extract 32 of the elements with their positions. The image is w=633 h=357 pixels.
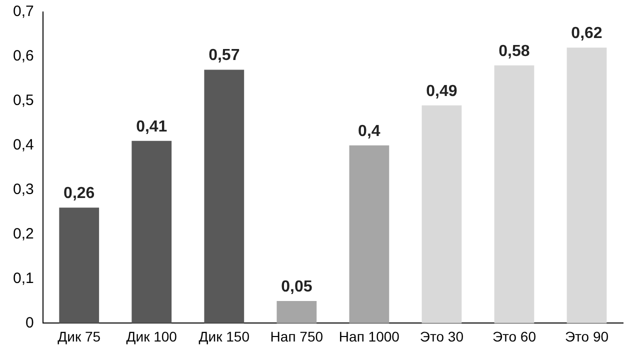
bar (276, 300, 317, 324)
data-label: 0,26 (64, 185, 95, 202)
bar (422, 105, 462, 324)
x-tick-label: Дик 100 (126, 328, 178, 344)
y-tick-label: 0,6 (12, 48, 34, 65)
x-tick-label: Это 30 (420, 328, 464, 344)
bar (349, 145, 390, 324)
x-tick-label: Нап 750 (270, 328, 324, 344)
y-tick-label: 0,1 (12, 270, 34, 287)
data-label: 0,49 (426, 82, 458, 100)
bar (132, 140, 172, 324)
y-tick-label: 0,7 (12, 3, 34, 20)
data-label: 0,58 (498, 42, 530, 60)
y-tick-label: 0 (26, 314, 34, 332)
bar (204, 70, 244, 324)
data-label: 0,57 (208, 47, 240, 64)
x-tick-label: Это 60 (492, 328, 536, 344)
x-tick-label: Дик 150 (198, 328, 250, 344)
y-tick-label: 0,2 (12, 225, 34, 242)
data-label: 0,41 (136, 118, 168, 136)
data-label: 0,05 (281, 278, 312, 296)
data-label: 0,62 (571, 24, 602, 42)
x-tick-label: Нап 1000 (338, 328, 400, 344)
bar (494, 65, 534, 324)
bar (59, 208, 100, 324)
bar (566, 48, 607, 324)
data-label: 0,4 (358, 122, 380, 140)
y-tick-label: 0,5 (12, 92, 34, 110)
x-tick-label: Дик 75 (58, 328, 101, 344)
y-tick-label: 0,3 (12, 180, 34, 198)
x-tick-label: Это 90 (564, 328, 609, 344)
y-tick-label: 0,4 (12, 136, 34, 154)
